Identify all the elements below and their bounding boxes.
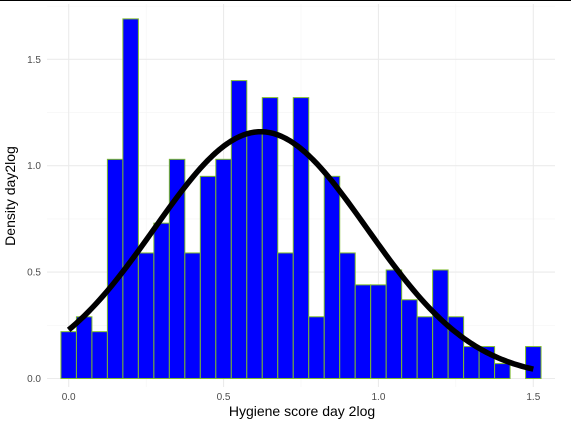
histogram-bar-12 [246,133,263,379]
histogram-bars [60,18,542,379]
histogram-bar-14 [277,252,294,379]
x-tick-label: 0.5 [217,392,231,403]
y-axis-title: Density day2log [2,146,18,246]
histogram-bar-0 [60,331,77,379]
histogram-bar-3 [106,158,124,379]
y-axis-tick-labels: 0.0 0.5 1.0 1.5 [27,55,41,385]
x-axis-title: Hygiene score day 2log [229,403,375,419]
histogram-bar-19 [354,284,372,379]
top-border-line [0,0,571,1]
histogram-bar-22 [401,299,418,379]
density-curve [66,129,534,372]
histogram-bar-15 [292,97,310,379]
histogram-bar-1 [75,316,93,379]
histogram-bar-9 [199,175,217,379]
y-tick-label: 0.0 [27,374,41,385]
histogram-bar-6 [153,222,170,379]
y-tick-label: 1.5 [27,55,41,66]
histogram-bar-23 [416,316,434,379]
histogram-bar-17 [323,175,341,379]
histogram-bar-26 [463,346,480,379]
y-tick-label: 0.5 [27,268,41,279]
histogram-bar-18 [339,252,356,379]
histogram-bar-30 [525,346,542,379]
histogram-bar-20 [370,284,387,379]
histogram-bar-21 [385,269,403,379]
histogram-bar-4 [122,18,139,379]
histogram-bar-16 [308,316,325,379]
x-axis-tick-labels: 0.0 0.5 1.0 1.5 [62,392,541,403]
histogram-bar-13 [261,97,279,379]
x-tick-label: 1.0 [371,392,385,403]
histogram-bar-2 [91,331,108,379]
histogram-bar-8 [184,252,201,379]
histogram-bar-5 [137,252,155,379]
x-tick-label: 0.0 [62,392,76,403]
histogram-bar-28 [494,363,511,379]
histogram-bar-11 [230,80,248,379]
y-tick-label: 1.0 [27,161,41,172]
x-tick-label: 1.5 [526,392,540,403]
histogram-bar-10 [215,158,232,379]
